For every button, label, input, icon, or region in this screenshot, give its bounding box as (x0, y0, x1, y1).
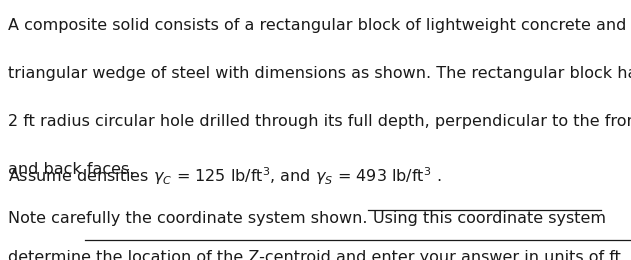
Text: determine the location of the Z-centroid and enter your answer in units of ft.: determine the location of the Z-centroid… (8, 250, 626, 260)
Text: Using this coordinate system: Using this coordinate system (373, 211, 606, 226)
Text: Note carefully the coordinate system shown.: Note carefully the coordinate system sho… (8, 211, 373, 226)
Text: Assume densities $\mathit{\gamma}_\mathit{C}$ = 125 lb/ft$^3$, and $\mathit{\gam: Assume densities $\mathit{\gamma}_\mathi… (8, 165, 442, 187)
Text: 2 ft radius circular hole drilled through its full depth, perpendicular to the f: 2 ft radius circular hole drilled throug… (8, 114, 631, 129)
Text: triangular wedge of steel with dimensions as shown. The rectangular block has a: triangular wedge of steel with dimension… (8, 66, 631, 81)
Text: Note carefully the coordinate system shown.: Note carefully the coordinate system sho… (8, 211, 373, 226)
Text: A composite solid consists of a rectangular block of lightweight concrete and a: A composite solid consists of a rectangu… (8, 18, 631, 33)
Text: and back faces.: and back faces. (8, 162, 134, 178)
